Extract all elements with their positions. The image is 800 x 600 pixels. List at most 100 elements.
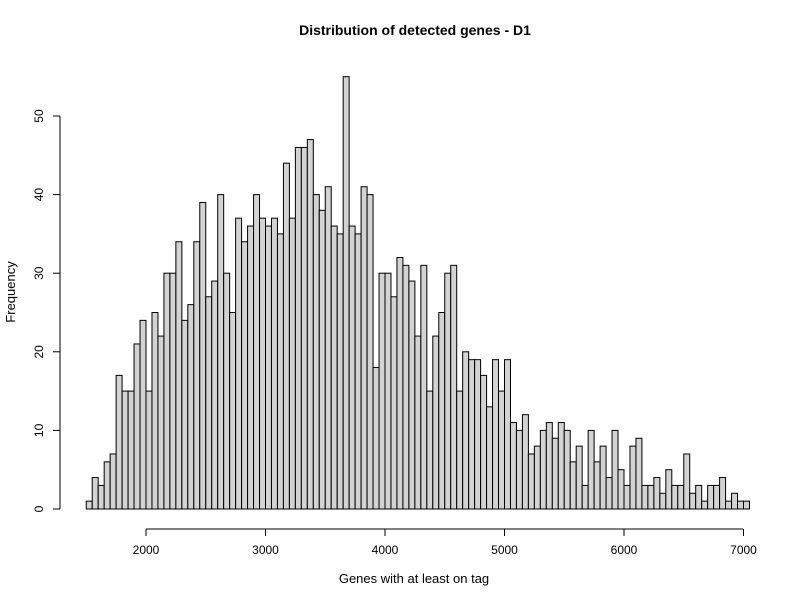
x-tick-label: 7000 [730,543,757,557]
histogram-bar [653,477,661,510]
histogram-bar [259,217,266,510]
histogram-bar [504,359,511,510]
histogram-bar [109,453,117,510]
histogram-bar [695,484,703,510]
histogram-bar [205,296,213,510]
x-axis-label: Genes with at least on tag [339,571,489,586]
y-tick-label: 40 [32,188,46,202]
histogram-bar [414,335,422,510]
histogram-bar [306,139,314,510]
histogram-bar [103,461,111,510]
x-tick-label: 2000 [133,543,160,557]
histogram-bar [689,492,697,510]
histogram-bar [223,272,231,510]
histogram-bar [456,390,464,510]
histogram-bar [474,359,482,510]
histogram-bar [330,225,338,510]
histogram-bar [390,296,398,510]
bars-group [85,76,750,510]
histogram-bar [426,390,434,510]
histogram-bar [701,500,709,510]
histogram-bar [288,217,296,510]
histogram-bar [731,492,739,510]
histogram-bar [707,484,715,510]
histogram-bar [324,186,332,510]
histogram-bar [611,429,619,510]
histogram-bar [372,367,380,510]
histogram-bar [533,445,541,510]
histogram-bar [677,484,685,510]
histogram-bar [342,76,350,510]
histogram-bar [127,390,135,510]
histogram-bar [617,469,625,510]
histogram-bar [229,312,237,510]
histogram-bar [521,414,529,510]
histogram-bar [91,477,99,510]
histogram-bar [169,272,177,510]
histogram-bar [444,272,452,510]
histogram-bar [396,256,404,510]
histogram-bar [151,312,159,510]
histogram-bar [659,492,667,510]
histogram-bar [563,429,571,510]
histogram-bar [492,359,500,510]
x-tick-label: 5000 [491,543,518,557]
histogram-bar [384,272,392,510]
y-tick-label: 20 [32,345,46,359]
histogram-bar [498,390,505,510]
y-tick-label: 50 [32,109,46,123]
histogram-bar [719,477,727,510]
histogram-bar [551,437,559,510]
histogram-bar [438,312,446,510]
histogram-bar [163,272,171,510]
histogram-bar [480,374,488,510]
histogram-bar [211,280,219,510]
histogram-bar [587,429,595,510]
x-tick-label: 6000 [611,543,638,557]
histogram-bar [725,500,733,510]
histogram-bar [539,429,547,510]
histogram-bar [181,319,189,510]
histogram-bar [486,406,494,510]
histogram-bar [97,484,105,510]
histogram-bar [294,146,302,510]
histogram-bar [235,217,243,510]
histogram-bar [247,225,255,510]
histogram-bar [265,225,272,510]
histogram-bar [300,146,308,510]
histogram-bar [545,422,553,510]
histogram-bar [282,162,290,510]
histogram-bar [115,374,123,510]
chart-title: Distribution of detected genes - D1 [299,22,531,38]
histogram-bar [599,445,607,510]
histogram-bar [665,469,673,510]
y-tick-label: 0 [32,505,46,512]
histogram-bar [647,484,655,510]
histogram-bar [671,484,679,510]
y-axis: 0 10 20 30 40 50 [32,109,61,512]
histogram-bar [623,484,631,510]
histogram-bar [348,225,356,510]
histogram-bar [145,390,153,510]
histogram-bar [354,233,362,510]
histogram-bar [312,194,320,510]
y-tick-label: 30 [32,266,46,280]
histogram-bar [743,500,750,510]
histogram-bar [575,445,583,510]
histogram-bar [157,335,165,510]
histogram-bar [187,304,195,510]
histogram-bar [593,461,601,510]
histogram-bar [85,500,93,510]
histogram-bar [366,194,374,510]
histogram-bar [336,233,344,510]
histogram-bar [318,209,326,510]
histogram-bar [408,280,416,510]
histogram-bar [641,484,649,510]
histogram-bar [276,233,284,510]
histogram-bar [569,461,577,510]
histogram-bar [737,500,745,510]
x-tick-label: 4000 [372,543,399,557]
histogram-bar [468,359,476,510]
histogram-bar [199,201,207,510]
